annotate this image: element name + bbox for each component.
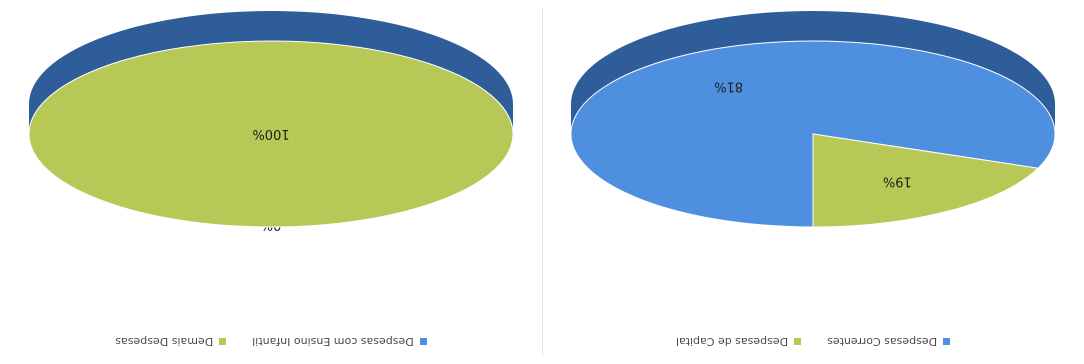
pie-slice: [812, 133, 1040, 228]
pie-data-label: 81%: [714, 78, 743, 93]
pie-slice: [28, 40, 514, 228]
pie-slice: [570, 40, 1056, 228]
pie-plot: 0%100%: [28, 11, 514, 232]
pie-data-label: 100%: [252, 126, 289, 141]
pie-side-wall: [29, 11, 513, 134]
pie-data-label: 19%: [883, 174, 912, 189]
pie-plot: 81% 19%: [570, 11, 1056, 228]
pie-chart-ensino-infantil: Despesas com Ensino Infantil Demais Desp…: [28, 11, 514, 348]
pie-chart-correntes-capital: Despesas Correntes Despesas de Capital 8…: [542, 0, 1084, 364]
pie-side-wall: [571, 11, 1055, 134]
